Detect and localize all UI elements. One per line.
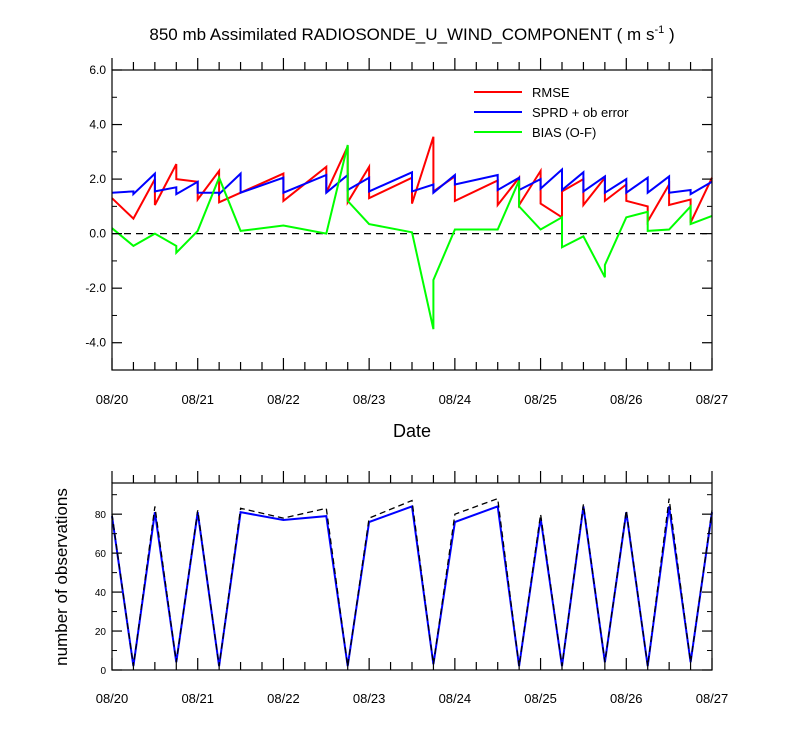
top-plot-area	[111, 136, 713, 330]
legend-label: RMSE	[532, 85, 570, 100]
series-line-possible	[111, 497, 713, 667]
x-tick-label: 08/26	[610, 691, 643, 706]
series-line-bias-o-f	[111, 144, 713, 330]
x-tick-label: 08/26	[610, 392, 643, 407]
x-tick-label: 08/25	[524, 691, 557, 706]
y-axis-label-observations: number of observations	[52, 488, 71, 666]
x-tick-label: 08/23	[353, 691, 386, 706]
y-tick-label: -4.0	[85, 336, 106, 350]
legend-label: SPRD + ob error	[532, 105, 629, 120]
x-axis-label: Date	[393, 421, 431, 441]
legend-label: BIAS (O-F)	[532, 125, 596, 140]
x-tick-label: 08/22	[267, 392, 300, 407]
x-tick-label: 08/25	[524, 392, 557, 407]
x-tick-label: 08/27	[696, 392, 729, 407]
x-tick-label: 08/21	[181, 392, 214, 407]
x-tick-label: 08/27	[696, 691, 729, 706]
top-y-axis: 6.0 4.0 2.0 0.0 -2.0 -4.0	[85, 63, 712, 371]
y-tick-label: 4.0	[89, 118, 106, 132]
x-tick-label: 08/20	[96, 392, 129, 407]
y-tick-label: 0	[100, 666, 106, 677]
y-tick-label: 2.0	[89, 172, 106, 186]
y-tick-label: 40	[95, 588, 107, 599]
x-tick-label: 08/20	[96, 691, 129, 706]
top-panel: 6.04.02.00.0-2.0-4.0 08/20 08/21 08/22 08/2…	[85, 58, 728, 441]
x-tick-label: 08/21	[181, 691, 214, 706]
legend: RMSE SPRD + ob error BIAS (O-F)	[474, 85, 629, 140]
chart-title: 850 mb Assimilated RADIOSONDE_U_WIND_COM…	[149, 24, 674, 44]
y-tick-label: 80	[95, 510, 107, 521]
bottom-panel: 0 20 40 60 80 08/20 08/21 08/22 08/23 08/24 08/25…	[52, 471, 728, 706]
x-tick-label: 08/23	[353, 392, 386, 407]
series-line-assimilated	[111, 505, 713, 667]
series-line-sprd-ob-error	[111, 167, 713, 197]
bottom-x-axis: 08/20 08/21 08/22 08/23 08/24 08/25 08/26 08/27	[96, 471, 729, 706]
y-tick-label: 0.0	[89, 227, 106, 241]
x-tick-label: 08/22	[267, 691, 300, 706]
x-tick-label: 08/24	[439, 392, 472, 407]
y-tick-label: 60	[95, 549, 107, 560]
y-tick-label: 6.0	[89, 63, 106, 77]
bottom-y-axis: 0 20 40 60 80	[95, 494, 712, 677]
y-tick-label: 20	[95, 627, 107, 638]
top-x-axis: 08/20 08/21 08/22 08/23 08/24 08/25 08/26 08/27	[96, 58, 729, 407]
bottom-plot-area	[111, 497, 713, 667]
x-tick-label: 08/24	[439, 691, 472, 706]
y-tick-label: -2.0	[85, 281, 106, 295]
